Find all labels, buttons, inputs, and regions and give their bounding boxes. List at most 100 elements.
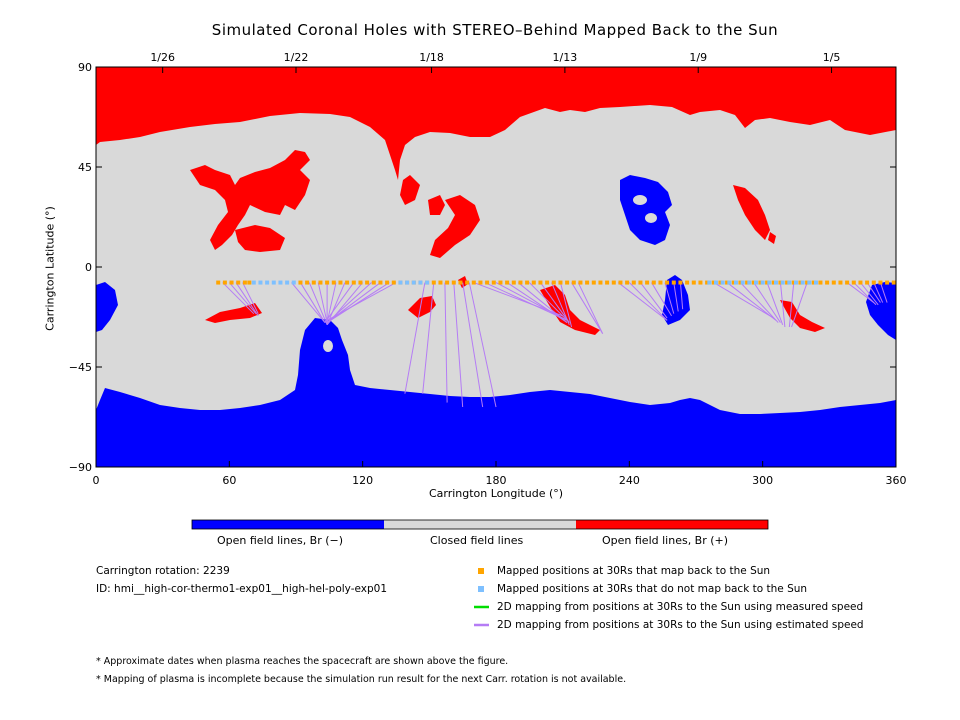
unmapped-position-dot (754, 280, 758, 285)
xtick-label: 300 (752, 474, 773, 487)
mapped-position-dot (236, 280, 241, 285)
legend-mapped-swatch (478, 568, 484, 574)
mapped-position-dot (745, 280, 750, 285)
mapped-position-dot (625, 280, 630, 285)
unmapped-position-dot (265, 280, 270, 285)
estimated-mapping-line (740, 282, 779, 323)
mapped-position-dot (778, 280, 783, 285)
mapped-position-dot (338, 280, 343, 285)
mapped-position-dot (891, 280, 896, 285)
mapped-position-dot (298, 280, 303, 285)
estimated-mapping-line (713, 282, 775, 319)
estimated-mapping-line (228, 282, 257, 314)
positive-hole-patch (190, 150, 310, 250)
unmapped-position-dot (780, 280, 785, 285)
ytick-label: −45 (69, 361, 92, 374)
mapped-position-dot (705, 280, 710, 285)
mapped-position-dot (518, 280, 523, 285)
estimated-mapping-line (571, 282, 604, 334)
note-dates: * Approximate dates when plasma reaches … (96, 656, 509, 667)
north-positive-polar-hole (96, 67, 896, 180)
legend-mapped-label: Mapped positions at 30Rs that map back t… (497, 565, 771, 577)
colorbar-positive (576, 520, 768, 529)
mapped-position-dot (431, 280, 436, 285)
legend-unmapped-label: Mapped positions at 30Rs that do not map… (497, 583, 808, 595)
mapped-position-dot (531, 280, 536, 285)
mapped-position-dot (771, 280, 776, 285)
south-negative-polar-hole (96, 318, 896, 467)
mapped-position-dot (391, 280, 396, 285)
mapped-position-dot (458, 280, 463, 285)
mapped-position-dot (216, 280, 221, 285)
mapped-position-dot (385, 280, 390, 285)
xtick-label: 60 (222, 474, 236, 487)
unmapped-position-dot (734, 280, 738, 285)
mapped-position-dot (445, 280, 450, 285)
mapped-position-dot (538, 280, 543, 285)
unmapped-position-dot (767, 280, 772, 285)
unmapped-position-dot (760, 280, 765, 285)
mapped-position-dot (871, 280, 876, 285)
positive-hole-patch (430, 195, 480, 258)
estimated-mapping-line (866, 282, 881, 303)
positive-hole-patch (458, 276, 468, 288)
mapped-position-dot (478, 280, 483, 285)
mapped-position-dot (691, 280, 696, 285)
mapped-position-dot (845, 280, 850, 285)
mapped-position-dot (378, 280, 383, 285)
estimated-mapping-line (873, 282, 884, 303)
mapped-position-dot (585, 280, 590, 285)
unmapped-position-dot (747, 280, 752, 285)
xtick-label: 180 (486, 474, 507, 487)
mapped-position-dot (525, 280, 530, 285)
estimated-mapping-line (628, 282, 668, 321)
mapped-position-dot (311, 280, 316, 285)
estimated-mapping-line (324, 282, 355, 323)
negative-hole-patch (620, 175, 672, 245)
mapped-position-dot (865, 280, 870, 285)
ytick-label: −90 (69, 461, 92, 474)
estimated-mapping-line (753, 282, 781, 323)
ytick-label: 45 (78, 161, 92, 174)
unmapped-position-dot (251, 280, 256, 285)
mapped-position-dot (358, 280, 363, 285)
estimated-mapping-line (528, 282, 570, 323)
xtick-label: 0 (93, 474, 100, 487)
estimated-mapping-line (404, 282, 426, 394)
estimated-mapping-line (617, 282, 668, 321)
mapped-position-dot (351, 280, 356, 285)
mapped-position-dot (731, 280, 736, 285)
mapped-position-dot (638, 280, 643, 285)
estimated-mapping-line (779, 282, 786, 328)
mapped-position-dot (885, 280, 890, 285)
unmapped-position-dot (271, 280, 276, 285)
estimated-mapping-line (308, 282, 328, 325)
mapped-position-dot (571, 280, 576, 285)
estimated-mapping-line (791, 282, 808, 328)
mapped-position-dot (222, 280, 227, 285)
estimated-mapping-line (484, 282, 568, 321)
estimated-mapping-line (326, 282, 337, 323)
mapped-position-dot (698, 280, 703, 285)
mapped-position-dot (798, 280, 803, 285)
legend-measured-label: 2D mapping from positions at 30Rs to the… (497, 601, 864, 613)
simulation-id: ID: hmi__high-cor-thermo1-exp01__high-he… (96, 583, 388, 595)
unmapped-position-dot (278, 280, 283, 285)
mapped-position-dot (318, 280, 323, 285)
unmapped-position-dot (814, 280, 818, 285)
estimated-mapping-line (551, 282, 570, 325)
estimated-mapping-line (640, 282, 668, 319)
mapped-position-dot (325, 280, 330, 285)
colorbar-closed (384, 520, 576, 529)
estimated-mapping-line (291, 282, 326, 323)
estimated-mapping-line (517, 282, 568, 323)
xtick-label: 360 (886, 474, 907, 487)
unmapped-position-dot (405, 280, 410, 285)
colorbar-negative (192, 520, 384, 529)
legend-unmapped-swatch (478, 586, 484, 592)
mapped-position-dot (718, 280, 723, 285)
mapped-position-dot (229, 280, 234, 285)
positive-hole-patch (733, 185, 770, 240)
unmapped-position-dot (807, 280, 812, 285)
mapped-position-dot (305, 280, 310, 285)
